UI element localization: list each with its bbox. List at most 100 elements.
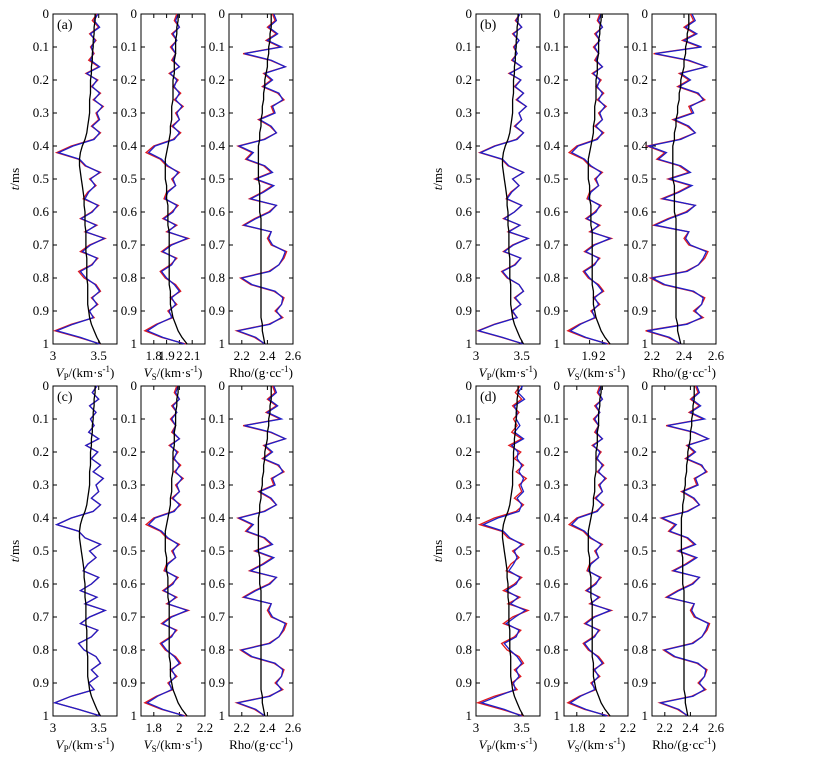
inverted-result-line: [658, 385, 711, 717]
panel-d-vs: 0 0.1 0.2 0.3 0.4 0.5 0.6 0.7 0.8 0.9 1 1.8 2 2.2VS/(…: [544, 378, 636, 754]
y-tick-label: 0.9: [456, 303, 472, 318]
y-tick-label: 0.7: [209, 609, 226, 624]
x-tick-label: 2.4: [259, 720, 276, 735]
y-tick-label: 1: [43, 336, 50, 351]
y-tick-label: 1: [554, 708, 561, 723]
y-tick-label: 0: [466, 378, 473, 393]
y-tick-label: 0.9: [544, 675, 560, 690]
y-tick-label: 0.8: [121, 642, 137, 657]
x-tick-label: 2.1: [184, 348, 200, 363]
y-tick-label: 0.6: [209, 576, 226, 591]
y-tick-label: 1: [642, 336, 649, 351]
y-tick-label: 0.2: [456, 444, 472, 459]
x-tick-label: 2.6: [708, 348, 725, 363]
y-axis-label: t/ms: [7, 168, 22, 190]
y-axis-label: t/ms: [430, 168, 445, 190]
y-tick-label: 0.4: [121, 510, 138, 525]
x-tick-label: 2.4: [259, 348, 276, 363]
true-model-line: [52, 385, 107, 717]
x-tick-label: 3.5: [514, 348, 530, 363]
panel-c-vs: 0 0.1 0.2 0.3 0.4 0.5 0.6 0.7 0.8 0.9 1 1.8 2 2.2VS/(…: [121, 378, 213, 754]
y-tick-label: 0.3: [456, 477, 472, 492]
y-tick-label: 1: [131, 708, 138, 723]
y-tick-label: 1: [131, 336, 138, 351]
y-tick-label: 0: [642, 6, 649, 21]
y-tick-label: 0.9: [456, 675, 472, 690]
y-tick-label: 0.3: [632, 477, 648, 492]
x-tick-label: 3.5: [91, 348, 107, 363]
x-tick-label: 2.2: [657, 720, 673, 735]
panel-c-vp: 0 0.1 0.2 0.3 0.4 0.5 0.6 0.7 0.8 0.9 13 3.5VP/(km·…: [33, 378, 118, 754]
inverted-result-line: [479, 385, 527, 717]
panel-a-vs: 0 0.1 0.2 0.3 0.4 0.5 0.6 0.7 0.8 0.9 1 1.81.9 2 2.1V…: [121, 6, 206, 382]
initial-model-line: [587, 14, 611, 345]
y-tick-label: 0.1: [456, 411, 472, 426]
y-tick-label: 0.2: [456, 72, 472, 87]
y-tick-label: 0.6: [544, 204, 561, 219]
true-model-line: [52, 13, 107, 345]
y-tick-label: 0.8: [632, 642, 648, 657]
y-tick-label: 0.4: [456, 510, 473, 525]
inverted-result-line: [569, 13, 612, 345]
inverted-result-line: [569, 385, 612, 717]
y-tick-label: 0.3: [209, 105, 225, 120]
y-tick-label: 0: [43, 378, 50, 393]
y-tick-label: 0.8: [456, 642, 472, 657]
x-tick-label: 2.4: [676, 348, 693, 363]
x-tick-label: 2.2: [234, 720, 250, 735]
y-tick-label: 0.8: [544, 270, 560, 285]
y-tick-label: 0.7: [544, 237, 561, 252]
x-axis-label: Rho/(g·cc-1): [652, 364, 716, 380]
y-tick-label: 0.4: [33, 138, 50, 153]
x-axis-label: Rho/(g·cc-1): [229, 736, 293, 752]
inverted-result-line: [235, 385, 288, 717]
y-tick-label: 0.1: [33, 39, 49, 54]
y-axis-label: t/ms: [430, 540, 445, 562]
y-tick-label: 0.8: [544, 642, 560, 657]
panel-b-vp: 0 0.1 0.2 0.3 0.4 0.5 0.6 0.7 0.8 0.9 13 3.5VP/(km·…: [456, 6, 541, 382]
y-tick-label: 0.3: [544, 105, 560, 120]
y-tick-label: 0: [642, 378, 649, 393]
y-tick-label: 0.6: [33, 576, 50, 591]
panel-b-rho: 0 0.1 0.2 0.3 0.4 0.5 0.6 0.7 0.8 0.9 12.2 2.4 2.6Rh…: [632, 6, 725, 380]
y-tick-label: 0.2: [33, 444, 49, 459]
x-axis-label: VS/(km·s-1): [144, 736, 203, 754]
y-axis-label: t/ms: [7, 540, 22, 562]
y-tick-label: 0.3: [121, 105, 137, 120]
y-tick-label: 0.2: [632, 72, 648, 87]
y-tick-label: 0.1: [632, 39, 648, 54]
y-tick-label: 0.5: [33, 543, 49, 558]
x-tick-label: 2: [599, 720, 606, 735]
y-tick-label: 0.9: [121, 303, 137, 318]
inverted-result-line: [646, 13, 709, 345]
y-tick-label: 0.6: [456, 204, 473, 219]
y-tick-label: 0.5: [209, 171, 225, 186]
y-tick-label: 0.3: [544, 477, 560, 492]
x-tick-label: 1.9: [581, 348, 597, 363]
y-tick-label: 0.7: [632, 609, 649, 624]
x-tick-label: 2.6: [708, 720, 725, 735]
y-tick-label: 0.4: [632, 510, 649, 525]
y-tick-label: 0.2: [33, 72, 49, 87]
x-tick-label: 1.9: [158, 348, 174, 363]
y-tick-label: 0.1: [209, 39, 225, 54]
panel-label: (c): [57, 390, 73, 405]
y-tick-label: 0.1: [456, 39, 472, 54]
y-tick-label: 0.9: [632, 675, 648, 690]
y-tick-label: 0.1: [544, 39, 560, 54]
y-tick-label: 0.6: [632, 204, 649, 219]
y-tick-label: 0: [554, 378, 561, 393]
initial-model-line: [501, 386, 525, 717]
x-axis-label: VP/(km·s-1): [479, 736, 538, 754]
true-model-line: [566, 13, 614, 345]
x-tick-label: 2.6: [285, 720, 302, 735]
y-tick-label: 0.4: [456, 138, 473, 153]
y-tick-label: 0: [131, 378, 138, 393]
inverted-result-line: [54, 13, 106, 345]
y-tick-label: 0.2: [544, 444, 560, 459]
x-tick-label: 3: [473, 348, 480, 363]
x-tick-label: 2: [176, 348, 183, 363]
